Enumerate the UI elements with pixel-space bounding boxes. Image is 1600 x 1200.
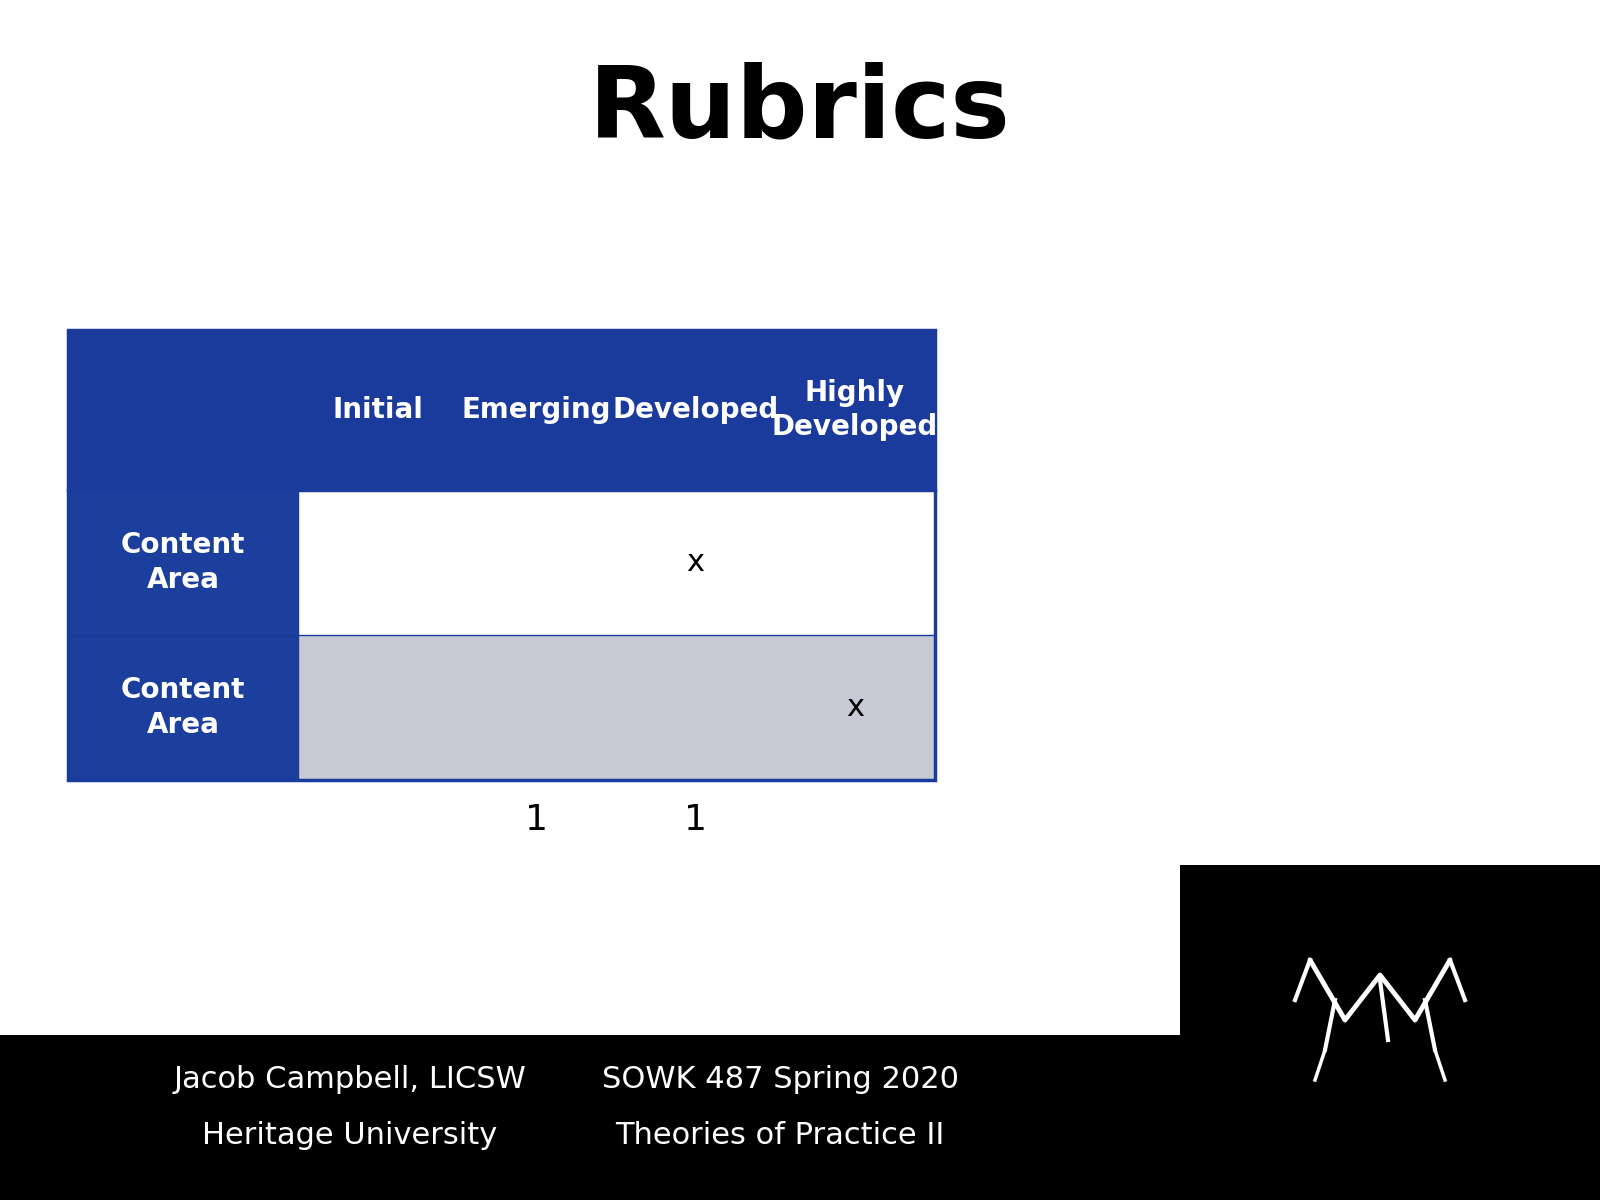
Bar — [67, 330, 934, 780]
Text: Developed: Developed — [613, 396, 779, 424]
Bar — [67, 490, 298, 635]
Text: Content
Area: Content Area — [122, 677, 245, 739]
Text: 1: 1 — [685, 803, 707, 838]
Text: Theories of Practice II: Theories of Practice II — [616, 1121, 944, 1150]
Bar — [298, 490, 458, 635]
Text: 1: 1 — [525, 803, 547, 838]
Text: Rubrics: Rubrics — [589, 61, 1011, 158]
Text: Highly
Developed: Highly Developed — [771, 379, 938, 442]
Text: Heritage University: Heritage University — [202, 1121, 498, 1150]
Text: SOWK 487 Spring 2020: SOWK 487 Spring 2020 — [602, 1066, 958, 1094]
Bar — [774, 490, 934, 635]
Text: x: x — [846, 692, 864, 722]
Text: Jacob Campbell, LICSW: Jacob Campbell, LICSW — [174, 1066, 526, 1094]
Bar — [774, 635, 934, 780]
Bar — [616, 490, 774, 635]
Bar — [298, 635, 458, 780]
Text: Content
Area: Content Area — [122, 532, 245, 594]
Bar — [67, 635, 298, 780]
Bar — [0, 1034, 1600, 1200]
Bar — [458, 490, 616, 635]
Bar — [67, 330, 934, 490]
Bar — [458, 635, 616, 780]
Text: x: x — [686, 548, 704, 577]
Text: Initial: Initial — [333, 396, 422, 424]
Text: Emerging: Emerging — [462, 396, 611, 424]
Bar — [1181, 865, 1600, 1115]
Bar — [616, 635, 774, 780]
